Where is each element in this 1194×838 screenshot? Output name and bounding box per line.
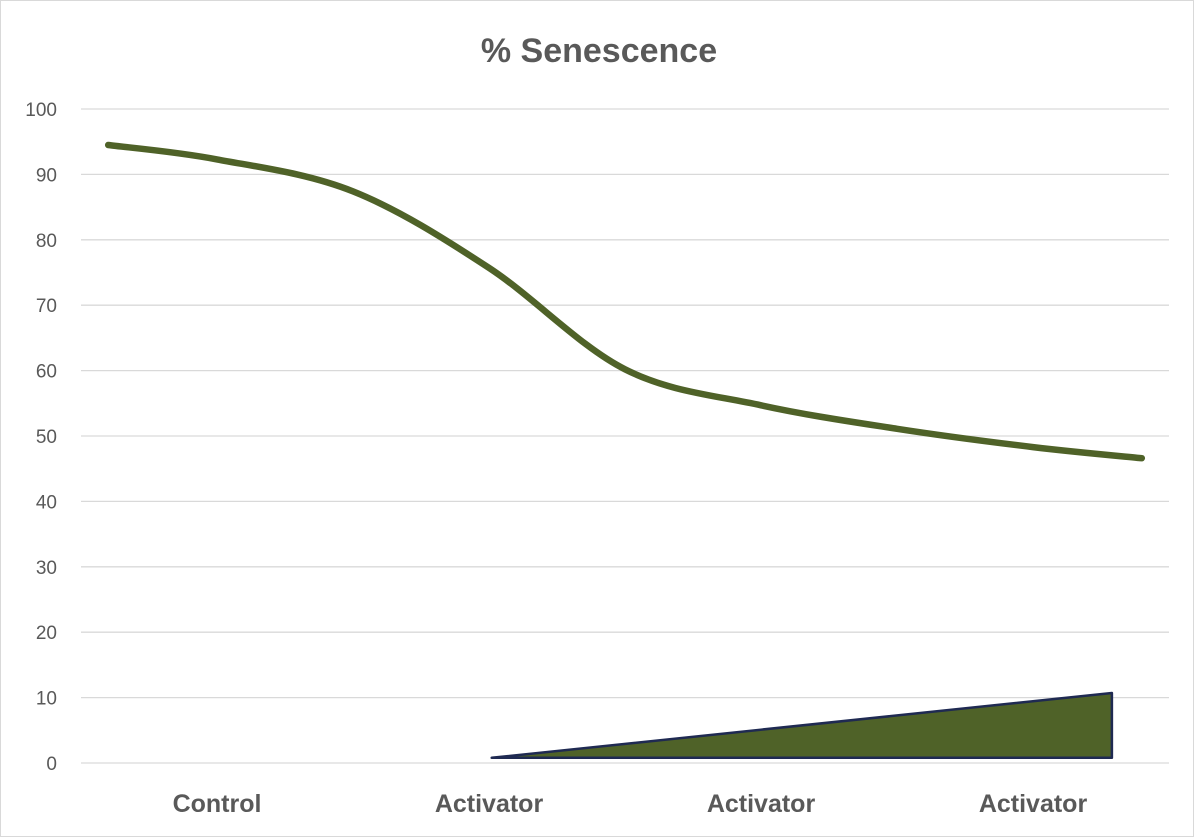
x-tick-label-2: Activator — [435, 790, 544, 818]
y-tick-label-100: 100 — [25, 100, 57, 121]
x-tick-label-4: Activator — [979, 790, 1088, 818]
y-axis: 0 10 20 30 40 50 60 70 80 90 100 — [25, 100, 57, 775]
y-tick-label-10: 10 — [36, 689, 57, 710]
x-axis: Control Activator Activator Activator — [173, 790, 1088, 818]
y-tick-label-80: 80 — [36, 231, 57, 252]
y-tick-label-0: 0 — [46, 754, 57, 775]
data-series — [104, 141, 1146, 462]
chart-title: % Senescence — [481, 32, 717, 70]
y-tick-label-60: 60 — [36, 362, 57, 383]
y-tick-label-20: 20 — [36, 623, 57, 644]
dose-ramp — [490, 691, 1114, 760]
x-tick-label-3: Activator — [707, 790, 816, 818]
gridlines — [81, 108, 1169, 764]
y-tick-label-40: 40 — [36, 492, 57, 513]
x-tick-label-1: Control — [173, 790, 262, 818]
y-tick-label-30: 30 — [36, 558, 57, 579]
y-tick-label-50: 50 — [36, 427, 57, 448]
series-line-1 — [104, 141, 1146, 462]
dose-ramp-triangle — [490, 691, 1114, 760]
y-tick-label-70: 70 — [36, 296, 57, 317]
y-tick-label-90: 90 — [36, 165, 57, 186]
